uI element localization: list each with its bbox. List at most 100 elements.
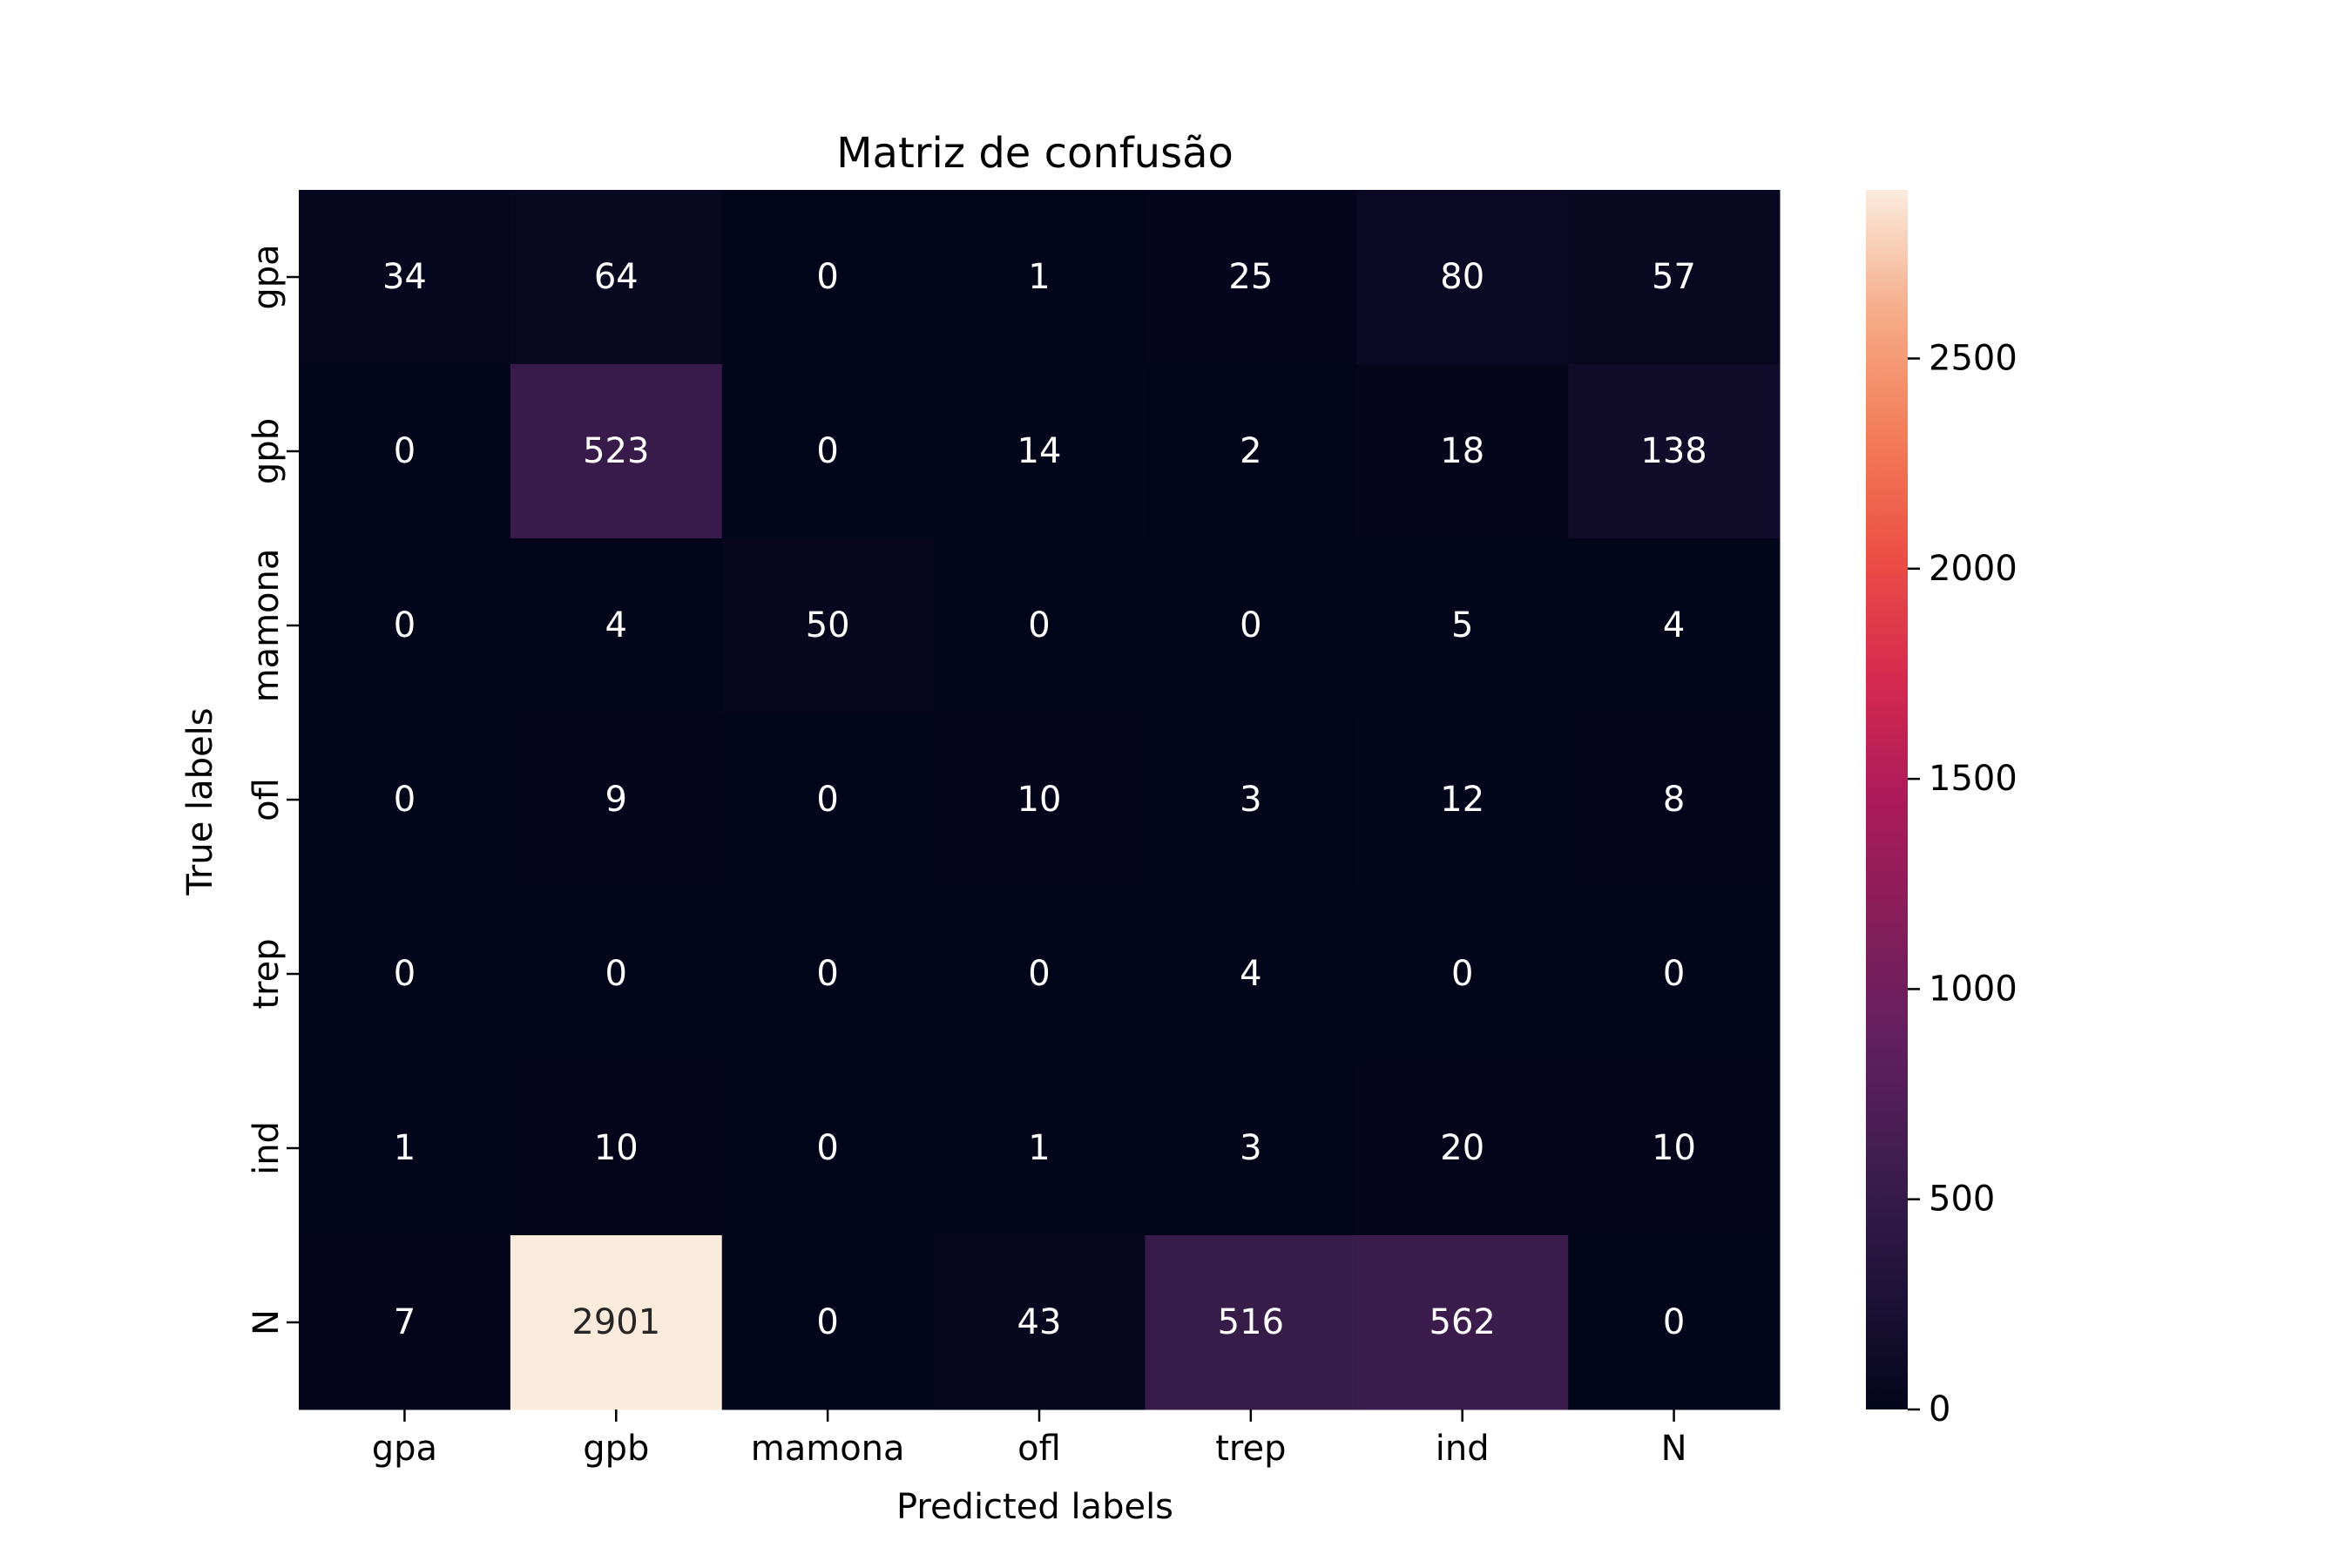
heatmap-cell (1568, 190, 1781, 365)
y-tick-label: mamona (247, 549, 287, 703)
cell-value-label: 10 (1017, 780, 1062, 820)
cell-value-label: 4 (1240, 954, 1261, 994)
heatmap-cell (299, 1235, 511, 1410)
x-tick-label: gpa (372, 1429, 437, 1469)
heatmap-cell (1568, 364, 1781, 539)
heatmap-cell (510, 190, 723, 365)
y-tick-label: ofl (247, 778, 287, 821)
colorbar-tick-label: 500 (1929, 1179, 1995, 1220)
heatmap-cell (933, 713, 1146, 888)
cell-value-label: 0 (1663, 954, 1685, 994)
chart-title: Matriz de confusão (836, 129, 1233, 178)
heatmap-cell (1145, 364, 1357, 539)
heatmap-cell (1356, 887, 1569, 1062)
heatmap-cell (1145, 1235, 1357, 1410)
heatmap-cell (510, 887, 723, 1062)
heatmap-cell (1145, 1061, 1357, 1236)
cell-value-label: 0 (394, 954, 416, 994)
heatmap-cell (721, 190, 935, 365)
heatmap-cell (933, 1061, 1146, 1236)
colorbar-tick-label: 2000 (1929, 549, 2017, 589)
heatmap-cell (1356, 1061, 1569, 1236)
x-tick-label: ind (1436, 1429, 1490, 1469)
heatmap-cells (299, 190, 1781, 1410)
heatmap-cell (1145, 538, 1357, 713)
cell-value-label: 18 (1440, 431, 1484, 471)
cell-value-label: 562 (1429, 1302, 1496, 1342)
heatmap-cell (721, 364, 935, 539)
x-tick-label: N (1661, 1429, 1687, 1469)
x-tick-label: ofl (1017, 1429, 1061, 1469)
cell-value-label: 0 (394, 780, 416, 820)
x-axis-label: Predicted labels (896, 1487, 1173, 1527)
cell-value-label: 20 (1440, 1128, 1484, 1168)
heatmap-cell (933, 887, 1146, 1062)
cell-value-label: 0 (816, 1128, 838, 1168)
y-axis-label: True labels (180, 707, 220, 896)
cell-value-label: 0 (816, 257, 838, 297)
cell-value-label: 4 (605, 605, 627, 645)
heatmap-cell (1568, 1061, 1781, 1236)
cell-value-label: 50 (806, 605, 850, 645)
y-axis-ticks: gpa gpb mamona ofl trep ind N (247, 244, 299, 1335)
y-tick-label: trep (247, 938, 287, 1009)
heatmap-cell (1145, 713, 1357, 888)
cell-value-label: 0 (816, 780, 838, 820)
cell-value-label: 4 (1663, 605, 1685, 645)
heatmap-cell (1568, 538, 1781, 713)
heatmap-cell (1145, 190, 1357, 365)
heatmap-cell (1356, 538, 1569, 713)
heatmap-cell (510, 713, 723, 888)
heatmap-cell (721, 538, 935, 713)
colorbar-tick-label: 2500 (1929, 339, 2017, 379)
heatmap-cell (1356, 713, 1569, 888)
heatmap-cell (299, 364, 511, 539)
cell-value-label: 3 (1240, 1128, 1261, 1168)
cell-value-label: 0 (1028, 605, 1050, 645)
cell-value-label: 0 (816, 1302, 838, 1342)
heatmap-cell (510, 1235, 723, 1410)
heatmap-cell (721, 713, 935, 888)
y-tick-label: N (247, 1309, 287, 1335)
cell-value-label: 0 (605, 954, 627, 994)
cell-value-label: 14 (1017, 431, 1062, 471)
heatmap-cell (299, 538, 511, 713)
heatmap-cell (510, 1061, 723, 1236)
heatmap-cell (1145, 887, 1357, 1062)
colorbar-tick-label: 1000 (1929, 969, 2017, 1009)
y-tick-label: gpa (247, 244, 287, 309)
cell-value-label: 516 (1218, 1302, 1284, 1342)
cell-value-label: 0 (394, 431, 416, 471)
heatmap-cell (933, 364, 1146, 539)
x-tick-label: mamona (751, 1429, 905, 1469)
cell-value-label: 0 (1663, 1302, 1685, 1342)
x-axis-ticks: gpa gpb mamona ofl trep ind N (372, 1409, 1687, 1469)
cell-value-label: 1 (1028, 257, 1050, 297)
cell-value-label: 12 (1440, 780, 1484, 820)
heatmap-cell (1356, 1235, 1569, 1410)
heatmap-cell (1356, 190, 1569, 365)
cell-value-label: 1 (1028, 1128, 1050, 1168)
heatmap-cell (933, 190, 1146, 365)
cell-value-label: 9 (605, 780, 627, 820)
colorbar-ticks: 0 500 1000 1500 2000 2500 (1908, 339, 2017, 1429)
cell-value-label: 10 (594, 1128, 639, 1168)
cell-value-label: 2 (1240, 431, 1261, 471)
heatmap-cell (510, 538, 723, 713)
cell-value-label: 7 (394, 1302, 416, 1342)
cell-value-label: 1 (394, 1128, 416, 1168)
heatmap-cell (299, 713, 511, 888)
heatmap-cell (510, 364, 723, 539)
cell-value-label: 523 (583, 431, 649, 471)
heatmap-cell (1568, 1235, 1781, 1410)
y-tick-label: gpb (247, 418, 287, 484)
cell-value-label: 0 (1240, 605, 1261, 645)
heatmap-cell (721, 887, 935, 1062)
cell-value-label: 57 (1652, 257, 1696, 297)
cell-value-label: 0 (1028, 954, 1050, 994)
heatmap-cell (1356, 364, 1569, 539)
cell-value-label: 0 (1451, 954, 1473, 994)
colorbar-tick-label: 0 (1929, 1389, 1950, 1429)
